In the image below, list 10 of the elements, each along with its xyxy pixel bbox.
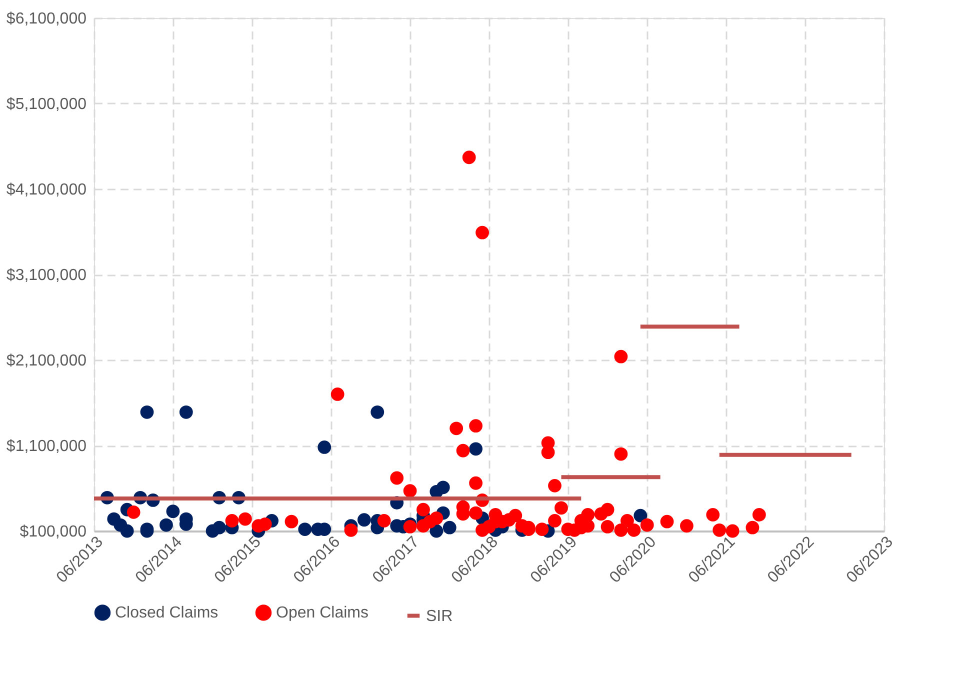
y-tick-label: $3,100,000	[6, 267, 87, 284]
y-tick-label: $2,100,000	[6, 352, 87, 370]
y-tick-label: $100,000	[20, 524, 87, 540]
legend-label: Closed Claims	[115, 604, 218, 622]
legend-label: SIR	[426, 608, 453, 625]
legend-label: Open Claims	[276, 604, 368, 622]
y-tick-label: $4,100,000	[6, 182, 87, 198]
y-tick-label: $5,100,000	[6, 96, 87, 113]
y-tick-label: $1,100,000	[6, 438, 87, 455]
y-tick-label: $6,100,000	[6, 10, 87, 28]
